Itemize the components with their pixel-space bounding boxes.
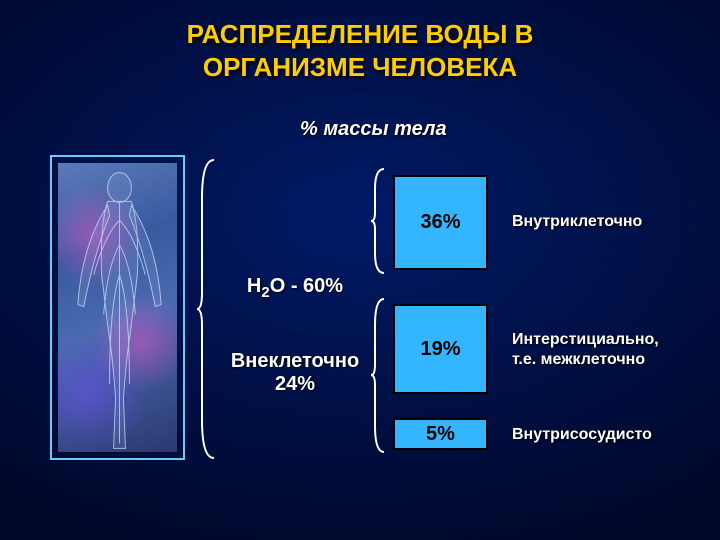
body-figure-panel bbox=[50, 155, 185, 460]
bar-interstitial: 19% bbox=[393, 304, 488, 394]
label-interstitial-l2: т.е. межклеточно bbox=[512, 351, 645, 368]
label-intracellular-l1: Внутриклеточно bbox=[512, 213, 642, 230]
extracell-line2: 24% bbox=[275, 373, 315, 395]
human-body-icon bbox=[60, 165, 179, 454]
bar-intravascular-value: 5% bbox=[426, 423, 455, 446]
bar-intravascular: 5% bbox=[393, 418, 488, 450]
bar-intracellular-value: 36% bbox=[420, 211, 460, 234]
subtitle: % массы тела bbox=[300, 118, 447, 141]
label-interstitial: Интерстициально, т.е. межклеточно bbox=[512, 330, 659, 370]
title-line-1: РАСПРЕДЕЛЕНИЕ ВОДЫ В bbox=[187, 19, 534, 49]
extracellular-label: Внеклеточно 24% bbox=[225, 350, 365, 396]
slide-stage: РАСПРЕДЕЛЕНИЕ ВОДЫ В ОРГАНИЗМЕ ЧЕЛОВЕКА bbox=[0, 0, 720, 540]
label-interstitial-l1: Интерстициально, bbox=[512, 331, 659, 348]
brace-intracellular bbox=[370, 167, 390, 275]
bar-intracellular: 36% bbox=[393, 175, 488, 270]
slide-title: РАСПРЕДЕЛЕНИЕ ВОДЫ В ОРГАНИЗМЕ ЧЕЛОВЕКА bbox=[0, 18, 720, 83]
h2o-h: H bbox=[247, 275, 261, 297]
h2o-rest: O - 60% bbox=[270, 275, 343, 297]
label-intravascular: Внутрисосудисто bbox=[512, 425, 652, 445]
brace-total bbox=[196, 158, 224, 460]
extracell-line1: Внеклеточно bbox=[231, 350, 359, 372]
bar-interstitial-value: 19% bbox=[420, 338, 460, 361]
title-line-2: ОРГАНИЗМЕ ЧЕЛОВЕКА bbox=[203, 52, 517, 82]
label-intracellular: Внутриклеточно bbox=[512, 212, 642, 232]
h2o-sub: 2 bbox=[261, 284, 269, 301]
h2o-total-label: H2O - 60% bbox=[225, 275, 365, 301]
brace-extracellular bbox=[370, 297, 390, 454]
label-intravascular-l1: Внутрисосудисто bbox=[512, 426, 652, 443]
